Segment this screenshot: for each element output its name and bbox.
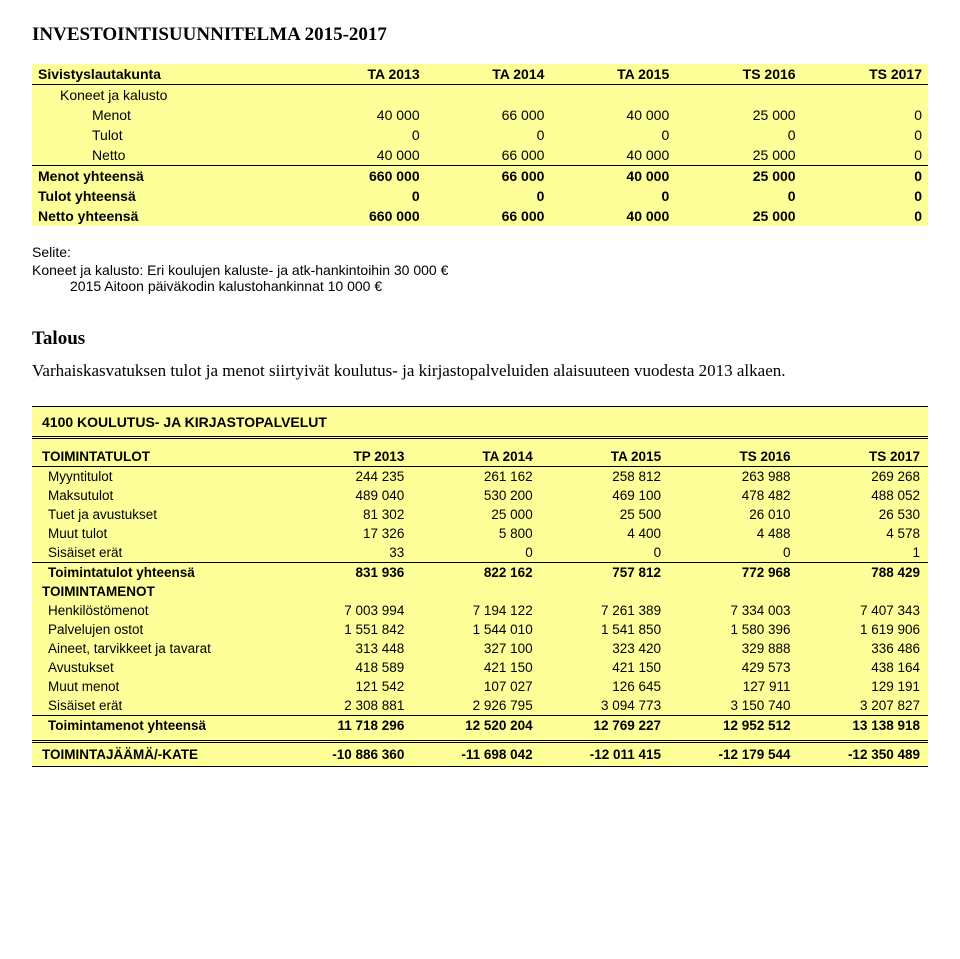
fin-row-label: Myyntitulot bbox=[32, 467, 283, 487]
fin-tulot-sum-label: Toimintatulot yhteensä bbox=[32, 563, 283, 583]
selite-label: Selite: bbox=[32, 244, 928, 260]
fin-kate-label: TOIMINTAJÄÄMÄ/-KATE bbox=[32, 741, 283, 766]
inv-row-label: Tulot bbox=[32, 125, 301, 145]
inv-section: Koneet ja kalusto bbox=[32, 85, 301, 106]
fin-row-label: Tuet ja avustukset bbox=[32, 505, 283, 524]
fin-row-label: Muut menot bbox=[32, 677, 283, 696]
inv-row-label: Netto bbox=[32, 145, 301, 166]
fin-col-4: TS 2017 bbox=[799, 439, 928, 467]
inv-col-3: TA 2015 bbox=[550, 64, 675, 85]
inv-total-label: Tulot yhteensä bbox=[32, 186, 301, 206]
fin-menot-sum-label: Toimintamenot yhteensä bbox=[32, 716, 283, 736]
fin-row-label: Maksutulot bbox=[32, 486, 283, 505]
fin-table: TOIMINTATULOT TP 2013 TA 2014 TA 2015 TS… bbox=[32, 439, 928, 766]
inv-col-1: TA 2013 bbox=[301, 64, 426, 85]
fin-title: 4100 KOULUTUS- JA KIRJASTOPALVELUT bbox=[32, 408, 928, 439]
fin-col-2: TA 2015 bbox=[541, 439, 669, 467]
inv-total-label: Menot yhteensä bbox=[32, 166, 301, 187]
investment-table: Sivistyslautakunta TA 2013 TA 2014 TA 20… bbox=[32, 64, 928, 226]
doc-title: INVESTOINTISUUNNITELMA 2015-2017 bbox=[32, 24, 928, 46]
fin-row-label: Aineet, tarvikkeet ja tavarat bbox=[32, 639, 283, 658]
fin-col-3: TS 2016 bbox=[669, 439, 798, 467]
fin-col-0: TP 2013 bbox=[283, 439, 412, 467]
selite-line-1: Koneet ja kalusto: Eri koulujen kaluste-… bbox=[32, 262, 928, 278]
fin-row-label: Sisäiset erät bbox=[32, 543, 283, 563]
selite-line-2: 2015 Aitoon päiväkodin kalustohankinnat … bbox=[70, 278, 928, 294]
fin-row-label: Palvelujen ostot bbox=[32, 620, 283, 639]
inv-col-2: TA 2014 bbox=[426, 64, 551, 85]
fin-row-label: Henkilöstömenot bbox=[32, 601, 283, 620]
fin-group-tulot: TOIMINTATULOT bbox=[32, 439, 283, 467]
fin-group-menot: TOIMINTAMENOT bbox=[32, 582, 283, 601]
selite-block: Selite: Koneet ja kalusto: Eri koulujen … bbox=[32, 244, 928, 294]
inv-col-0: Sivistyslautakunta bbox=[32, 64, 301, 85]
fin-col-1: TA 2014 bbox=[412, 439, 540, 467]
talous-paragraph: Varhaiskasvatuksen tulot ja menot siirty… bbox=[32, 360, 928, 382]
fin-box: 4100 KOULUTUS- JA KIRJASTOPALVELUT TOIMI… bbox=[32, 406, 928, 767]
fin-row-label: Avustukset bbox=[32, 658, 283, 677]
inv-total-label: Netto yhteensä bbox=[32, 206, 301, 226]
inv-col-4: TS 2016 bbox=[675, 64, 801, 85]
fin-row-label: Sisäiset erät bbox=[32, 696, 283, 716]
fin-row-label: Muut tulot bbox=[32, 524, 283, 543]
talous-heading: Talous bbox=[32, 328, 928, 350]
inv-col-5: TS 2017 bbox=[802, 64, 928, 85]
inv-row-label: Menot bbox=[32, 105, 301, 125]
